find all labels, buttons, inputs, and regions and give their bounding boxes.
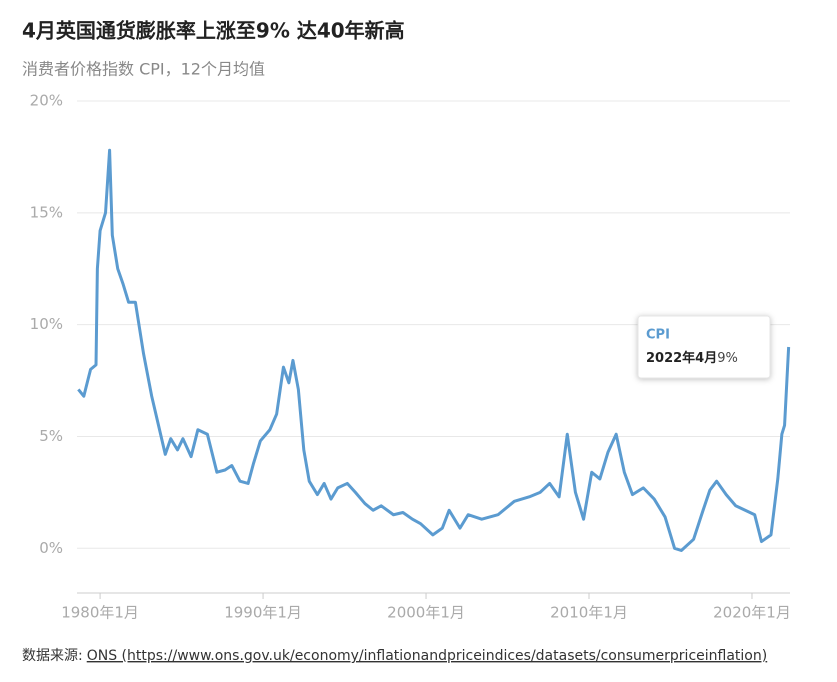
source-label: 数据来源: [22, 648, 83, 664]
y-tick-label: 20% [30, 92, 63, 110]
line [77, 148, 791, 553]
x-tick-label: 2010年1月 [550, 604, 628, 622]
plot: 0% 5% 10% 15% 20% 1980年1月 1990年1月 2000年1月 2010年1… [30, 92, 791, 622]
tooltip-series: CPI [646, 328, 670, 343]
tooltip-date: 2022年4月 [646, 350, 717, 366]
chart-subtitle: 消费者价格指数 CPI，12个月均值 [22, 60, 265, 79]
y-tick-label: 15% [30, 203, 63, 221]
x-tick-label: 2000年1月 [387, 604, 465, 622]
x-tick-label: 1980年1月 [61, 604, 139, 622]
tooltip-value: 9% [717, 351, 738, 366]
chart-title: 4月英国通货膨胀率上涨至9% 达40年新高 [22, 19, 405, 43]
tooltip: CPI 2022年4月9% [637, 315, 771, 379]
x-tick-label: 2020年1月 [713, 604, 791, 622]
tooltip-box [637, 315, 771, 379]
source: 数据来源: ONS (https://www.ons.gov.uk/economy… [22, 648, 767, 664]
y-tick-label: 5% [39, 427, 63, 445]
y-tick-label: 0% [39, 539, 63, 557]
y-tick-label: 10% [30, 315, 63, 333]
source-link[interactable]: ONS (https://www.ons.gov.uk/economy/infl… [87, 648, 767, 664]
x-tick-label: 1990年1月 [224, 604, 302, 622]
tooltip-text: 2022年4月9% [646, 350, 738, 366]
